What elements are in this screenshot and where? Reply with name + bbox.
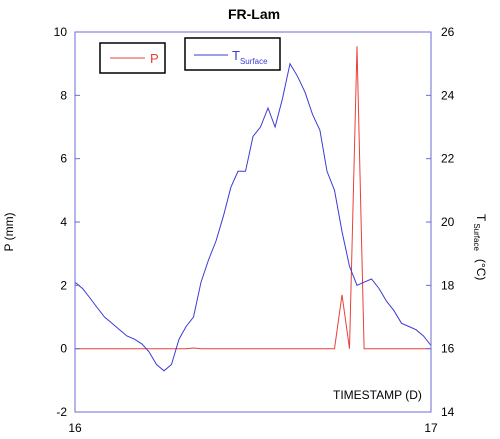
svg-text:TSurface(°C): TSurface (°C) <box>472 214 488 280</box>
plot-frame <box>74 31 432 413</box>
y-right-tick-label: 26 <box>441 25 455 39</box>
y-right-label-unit: (°C) <box>474 259 488 280</box>
y-left-axis-label: P (mm) <box>2 212 16 251</box>
y-right-axis-label: TSurface (°C) <box>472 214 488 280</box>
chart-title: FR-Lam <box>228 6 280 22</box>
legend-box-t <box>184 37 281 71</box>
y-right-label-sub: Surface <box>472 223 481 251</box>
y-left-tick-label: 8 <box>60 88 67 102</box>
y-left-tick-label: 4 <box>60 215 67 229</box>
y-left-tick-label: 0 <box>60 342 67 356</box>
svg-text:TSurface: TSurface <box>232 48 268 66</box>
legend: P TSurface <box>99 37 281 74</box>
y-left-tick-label: 10 <box>54 25 68 39</box>
legend-label-t: T <box>232 48 240 63</box>
y-right-tick-label: 18 <box>441 278 455 292</box>
x-tick-label: 16 <box>68 421 82 435</box>
y-right-tick-label: 16 <box>441 342 455 356</box>
legend-label-t-sub: Surface <box>240 57 268 66</box>
x-tick-label: 17 <box>424 421 438 435</box>
legend-label-p: P <box>150 51 159 66</box>
y-right-tick-label: 22 <box>441 152 455 166</box>
y-right-tick-label: 24 <box>441 88 455 102</box>
y-right-label-main: T <box>474 214 488 222</box>
y-right-tick-label: 20 <box>441 215 455 229</box>
y-right-tick-label: 14 <box>441 405 455 419</box>
y-left-tick-label: 6 <box>60 152 67 166</box>
y-left-tick-label: -2 <box>56 405 67 419</box>
series-line-p <box>75 46 431 350</box>
series-line-t-surface <box>74 62 432 372</box>
timestamp-annotation: TIMESTAMP (D) <box>333 388 422 402</box>
y-left-tick-label: 2 <box>60 278 67 292</box>
